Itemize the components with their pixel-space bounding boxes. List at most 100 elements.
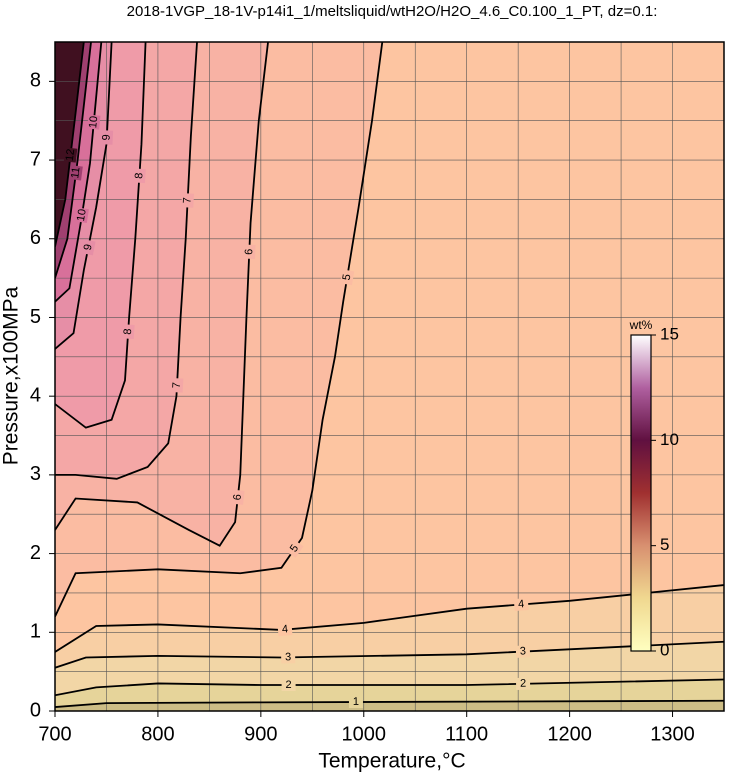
contour-line (55, 42, 113, 350)
contour-line (55, 42, 384, 617)
contour-line (55, 42, 147, 429)
contour-label-bg (100, 130, 114, 145)
contour-label: 6 (243, 248, 255, 255)
colorbar-tick-label: 5 (660, 535, 669, 554)
contour-label-bg (281, 651, 296, 664)
contour-label: 11 (69, 166, 82, 179)
y-tick-label: 7 (30, 148, 41, 170)
contour-label-bg (340, 269, 355, 286)
contour-label: 3 (285, 651, 291, 663)
contour-label-bg (132, 168, 146, 184)
contour-label-group: 3 (281, 651, 296, 664)
contour-label-group: 5 (285, 539, 304, 558)
y-axis-label: Pressure,x100MPa (0, 286, 23, 465)
contour-line (55, 584, 724, 653)
contour-label-group: 7 (170, 377, 184, 393)
contour-label: 2 (286, 679, 292, 691)
contour-label-bg (277, 623, 293, 637)
contour-label-bg (243, 244, 256, 260)
contour-label: 5 (288, 543, 301, 555)
contour-label-group: 9 (100, 130, 114, 145)
colorbar-label: wt% (629, 318, 653, 332)
y-tick-label: 5 (30, 306, 41, 328)
contour-label: 3 (520, 645, 527, 657)
y-tick-label: 4 (30, 384, 41, 406)
contour-label-group: 12 (63, 147, 78, 163)
colorbar-tick-label: 10 (660, 430, 679, 449)
contour-label-group: 8 (132, 168, 146, 184)
x-tick-label: 700 (38, 723, 71, 745)
contour-label: 10 (75, 208, 89, 222)
contour-label-group: 8 (121, 324, 135, 340)
contour-label: 7 (181, 197, 193, 204)
colorbar-tick-label: 15 (660, 324, 679, 343)
x-tick-label: 1000 (342, 723, 387, 745)
contour-label-bg (181, 193, 194, 208)
y-tick-label: 6 (30, 227, 41, 249)
contour-label-group: 2 (515, 677, 531, 690)
contour-label-bg (81, 239, 96, 256)
contour-label-group: 10 (74, 207, 89, 224)
x-axis-label: Temperature,°C (318, 750, 465, 773)
contour-label-group: 4 (277, 623, 293, 637)
y-tick-label: 3 (30, 463, 41, 485)
contour-label: 5 (341, 273, 354, 281)
contour-label-bg (74, 207, 89, 224)
y-tick-label: 8 (30, 70, 41, 92)
x-tick-label: 900 (244, 723, 277, 745)
colorbar (630, 334, 652, 652)
chart-title: 2018-1VGP_18-1V-p14i1_1/meltsliquid/wtH2… (127, 3, 658, 20)
contour-line (55, 678, 724, 697)
contour-label: 7 (171, 382, 183, 389)
contour-label: 9 (82, 243, 95, 251)
contour-label: 8 (133, 172, 145, 179)
contour-label: 6 (231, 494, 244, 501)
contour-label-group: 6 (243, 244, 256, 260)
contour-label: 2 (520, 678, 526, 690)
contour-label-group: 6 (231, 489, 245, 505)
colorbar-tick-label: 0 (660, 640, 669, 659)
contour-label-group: 7 (181, 193, 194, 208)
contour-label-bg (515, 645, 531, 658)
plot-frame (54, 41, 725, 712)
contour-label-bg (87, 114, 101, 130)
contour-label: 10 (87, 115, 100, 128)
x-tick-label: 800 (141, 723, 174, 745)
contour-label-bg (348, 695, 363, 709)
contour-label-bg (63, 147, 78, 163)
contour-label-bg (121, 324, 135, 340)
contour-label-group: 10 (87, 114, 101, 130)
x-tick-label: 1300 (650, 723, 695, 745)
contour-label-bg (69, 165, 83, 181)
contour-label-group: 11 (69, 165, 83, 181)
contour-label-group: 2 (281, 679, 296, 692)
y-tick-label: 2 (30, 542, 41, 564)
contour-label: 9 (101, 134, 113, 141)
contour-label-bg (231, 489, 245, 505)
contour-label-group: 3 (515, 645, 531, 658)
contour-line (55, 42, 198, 480)
contour-label-group: 4 (513, 597, 529, 612)
contour-label: 12 (64, 148, 77, 162)
contour-label-group: 1 (348, 695, 363, 709)
contour-line (55, 640, 724, 669)
contour-line (55, 42, 92, 279)
contour-label-group: 9 (81, 239, 96, 256)
contour-label: 1 (353, 696, 359, 708)
contour-label-group: 5 (340, 269, 355, 286)
contour-line (55, 699, 724, 708)
contour-label-bg (513, 597, 529, 612)
y-tick-label: 1 (30, 621, 41, 643)
contour-label-bg (515, 677, 531, 690)
y-tick-label: 0 (30, 699, 41, 721)
contour-label: 8 (122, 328, 134, 335)
contour-label-bg (170, 377, 184, 393)
contour-label-bg (281, 679, 296, 692)
contour-fill (55, 42, 84, 247)
contour-label: 4 (281, 623, 288, 635)
contour-label-bg (285, 539, 304, 558)
x-tick-label: 1200 (547, 723, 592, 745)
x-tick-label: 1100 (445, 723, 488, 745)
